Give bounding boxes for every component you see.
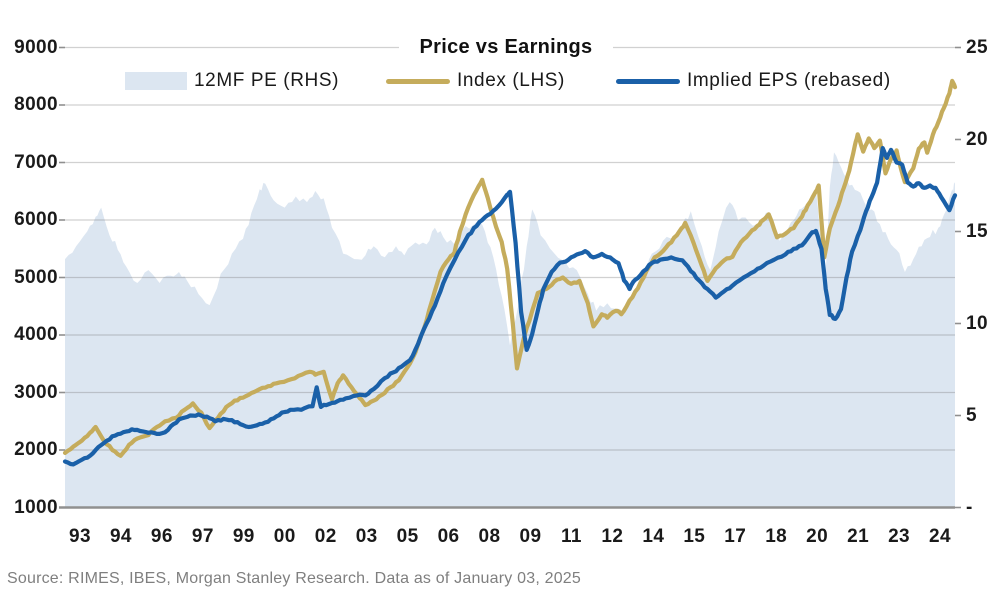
- pe-area-shape: [65, 152, 955, 508]
- x-tick-label: 12: [601, 526, 624, 547]
- x-tick-label: 15: [683, 526, 706, 547]
- y-right-tick-label: 25: [966, 36, 988, 58]
- y-right-tick-label: 10: [966, 312, 988, 334]
- pe-area-swatch: [125, 72, 187, 90]
- legend-label-implied-eps: Implied EPS (rebased): [687, 70, 891, 91]
- index-line-swatch: [386, 78, 450, 84]
- y-left-tick-label: 1000: [14, 496, 58, 518]
- legend-item-12mf-pe: 12MF PE (RHS): [125, 69, 339, 93]
- y-left-tick-label: 8000: [14, 94, 58, 115]
- chart-title: Price vs Earnings: [399, 35, 613, 61]
- x-tick-label: 02: [314, 526, 337, 547]
- y-left-tick-label: 3000: [14, 381, 58, 403]
- y-right-tick-label: 15: [966, 220, 988, 242]
- legend-label-index: Index (LHS): [457, 70, 565, 91]
- index-line: [62, 78, 958, 458]
- legend-label-12mf-pe: 12MF PE (RHS): [194, 70, 340, 91]
- x-tick-label: 06: [437, 526, 460, 547]
- implied-eps-line: [62, 146, 958, 467]
- implied-eps-line-swatch: [616, 78, 680, 84]
- x-tick-label: 24: [929, 526, 951, 547]
- x-tick-label: 20: [806, 526, 829, 547]
- x-tick-label: 00: [273, 526, 296, 547]
- legend-item-index: Index (LHS): [386, 69, 565, 93]
- legend-item-implied-eps: Implied EPS (rebased): [616, 69, 891, 93]
- y-left-tick-label: 2000: [14, 439, 58, 460]
- y-right-tick-label: -: [966, 496, 973, 518]
- x-tick-label: 03: [355, 526, 378, 547]
- x-tick-label: 09: [519, 526, 542, 547]
- x-tick-label: 14: [642, 526, 665, 547]
- y-left-tick-label: 7000: [14, 151, 58, 173]
- y-left-tick-label: 4000: [14, 324, 58, 345]
- x-tick-label: 94: [109, 526, 132, 547]
- x-tick-label: 08: [478, 526, 501, 547]
- source-note: Source: RIMES, IBES, Morgan Stanley Rese…: [7, 570, 581, 587]
- x-tick-label: 97: [191, 526, 214, 547]
- x-tick-label: 18: [765, 526, 788, 547]
- x-tick-label: 99: [232, 526, 255, 547]
- y-right-tick-label: 20: [966, 128, 988, 150]
- x-tick-label: 23: [888, 526, 911, 547]
- x-tick-label: 05: [396, 526, 419, 547]
- x-tick-label: 96: [150, 526, 173, 547]
- y-right-tick-label: 5: [966, 404, 977, 426]
- x-tick-label: 21: [847, 526, 870, 547]
- y-left-tick-label: 5000: [14, 266, 58, 288]
- x-tick-label: 17: [724, 526, 747, 547]
- y-left-tick-label: 6000: [14, 209, 58, 230]
- x-tick-label: 11: [560, 526, 582, 547]
- y-left-tick-label: 9000: [14, 36, 58, 58]
- x-tick-label: 93: [69, 526, 91, 547]
